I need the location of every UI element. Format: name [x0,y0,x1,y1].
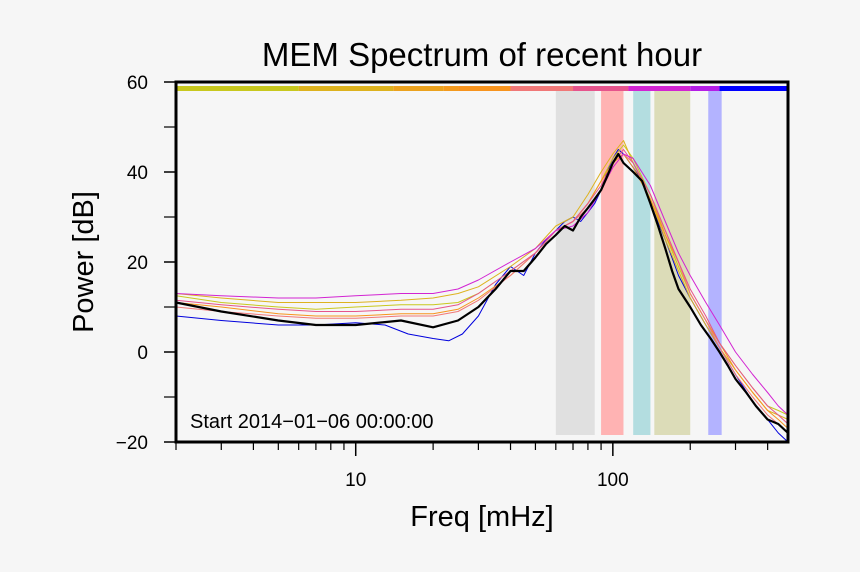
y-tick-label: 0 [137,343,148,364]
x-axis-title: Freq [mHz] [410,501,553,533]
band-0 [555,90,595,435]
color-bar-segment-4 [458,86,511,91]
y-tick-label: 40 [127,163,148,184]
y-tick-label: 60 [127,73,148,94]
y-tick-label: 20 [127,253,148,274]
color-bar-segment-6 [573,86,629,91]
color-bar-segment-2 [393,86,444,91]
series-gold-line [175,140,789,420]
color-bar-segment-8 [690,86,720,91]
x-axis: 10 100 [175,442,769,491]
color-bar-segment-1 [298,86,394,91]
color-bar-segment-0 [176,86,299,91]
y-tick-label: −20 [116,433,148,454]
x-tick-label: 10 [345,470,366,491]
color-bar-segment-7 [628,86,691,91]
y-axis-title: Power [dB] [68,191,100,333]
series-mean-line [175,152,789,434]
start-time-annotation: Start 2014−01−06 00:00:00 [190,411,434,433]
color-bar-segment-9 [719,86,788,91]
series-orange-line [175,153,789,429]
band-4 [708,90,722,435]
chart-title: MEM Spectrum of recent hour [262,36,702,73]
spectrum-lines [175,140,789,443]
band-3 [654,90,691,435]
color-bar-segment-3 [443,86,459,91]
x-tick-label: 100 [597,470,629,491]
color-bar [176,86,788,91]
band-1 [601,90,624,435]
color-bar-segment-5 [510,86,574,91]
band-2 [633,90,651,435]
series-pink-line [175,149,789,425]
y-axis: −20 0 20 40 60 [116,73,176,454]
